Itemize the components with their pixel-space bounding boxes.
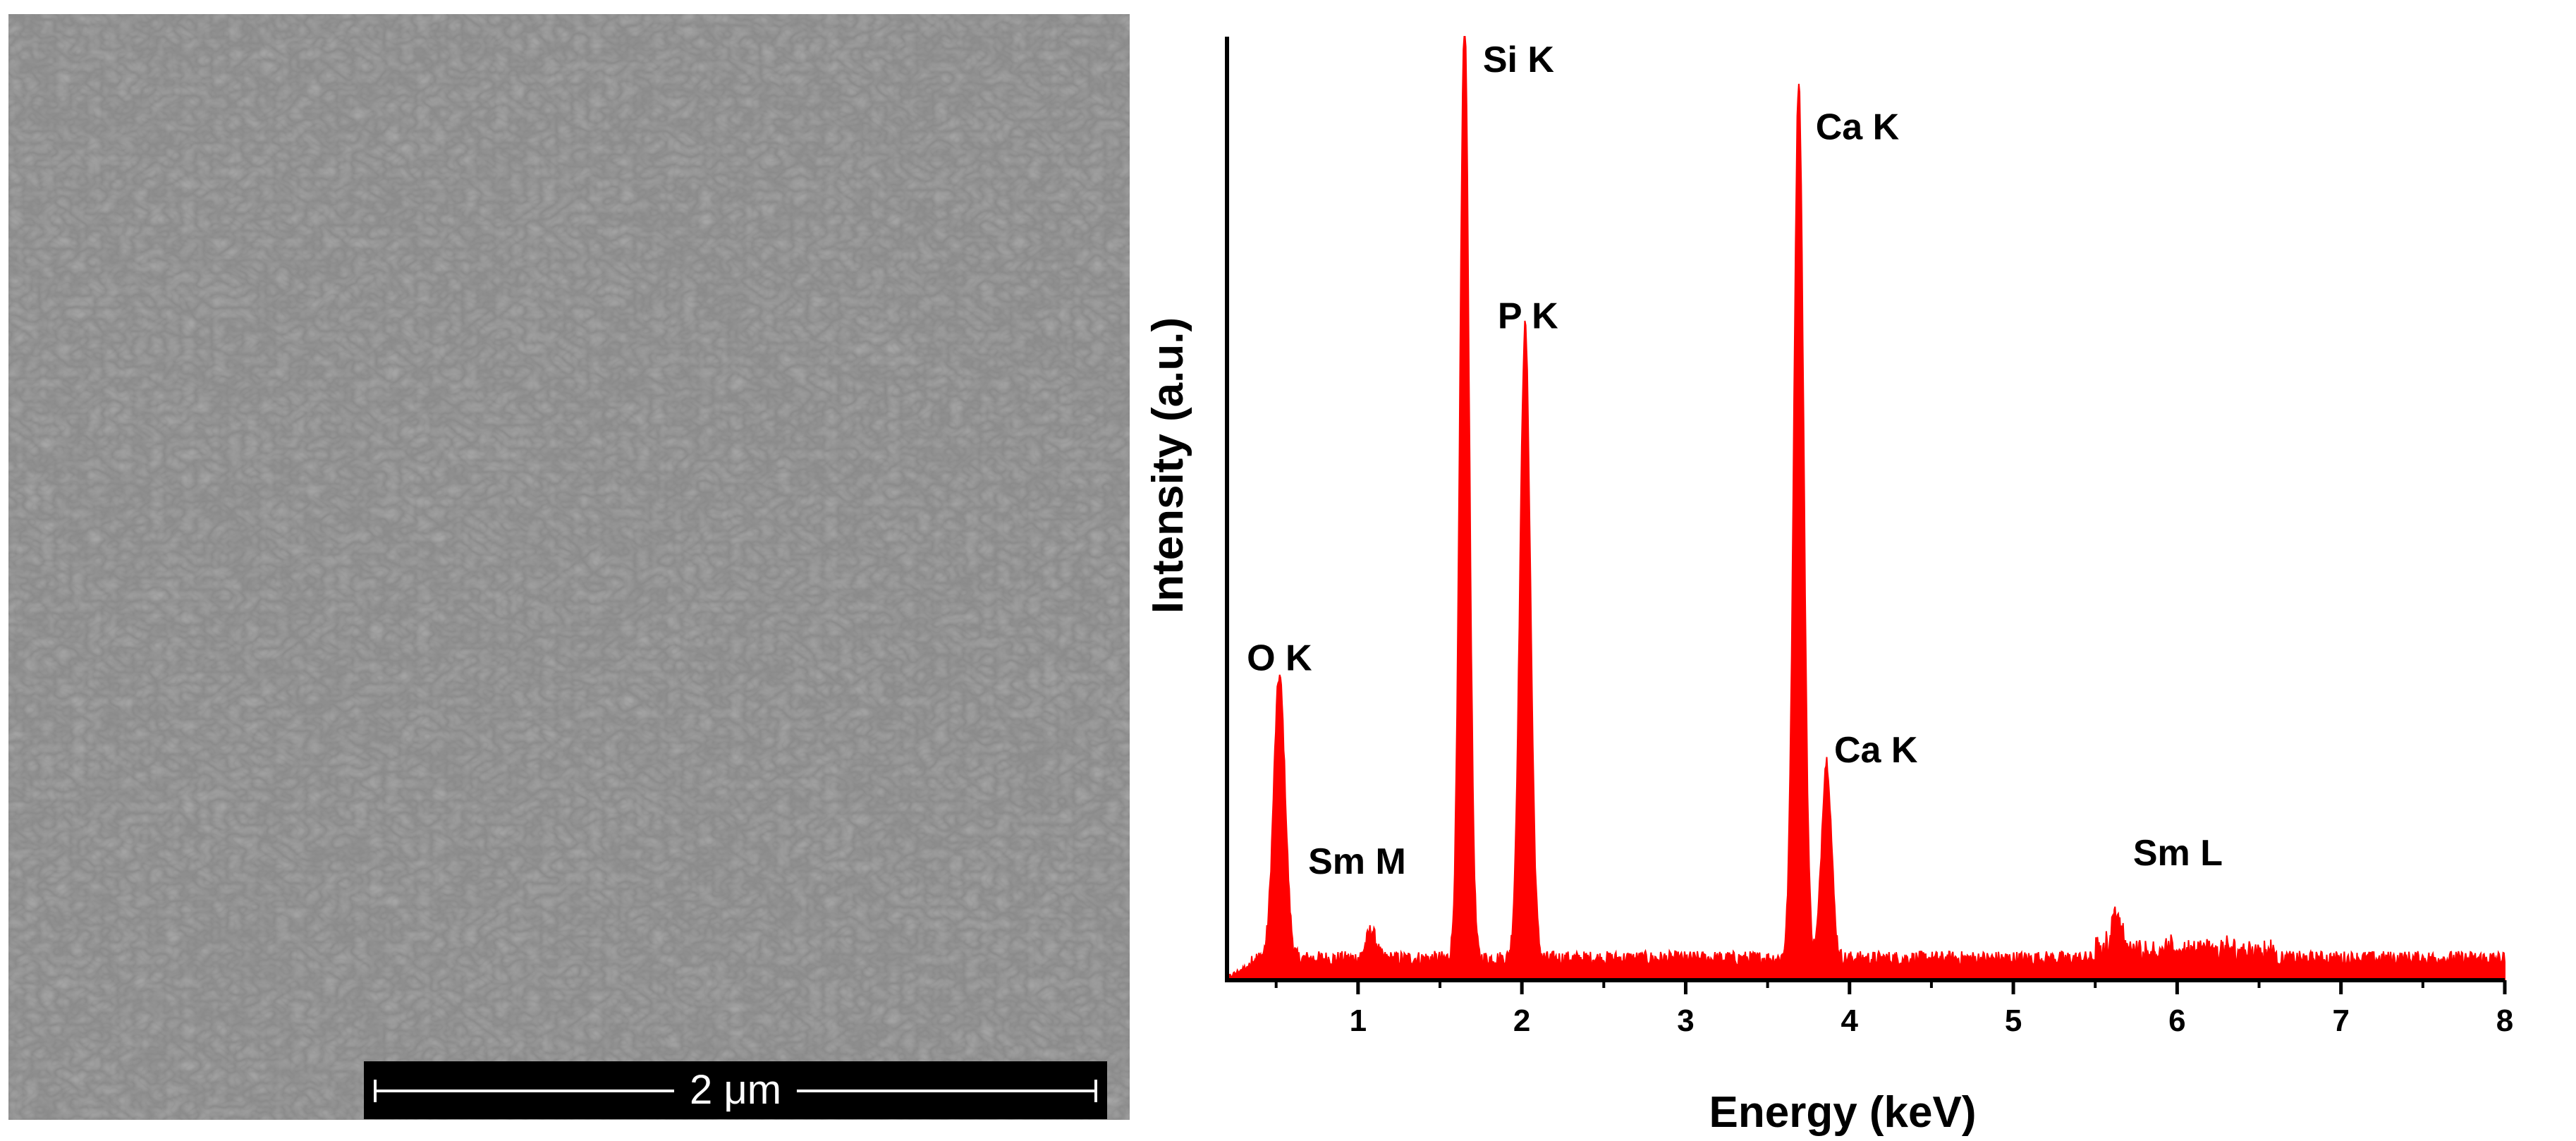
peak-labels: O K Sm M Si K P K Ca K Ca K Sm L <box>1247 39 2223 882</box>
axes-layer <box>1225 37 2505 982</box>
scale-bar-cap-right <box>1094 1080 1097 1102</box>
x-tick-label: 2 <box>1513 1003 1530 1038</box>
peak-label: Sm M <box>1308 841 1406 882</box>
peak-label: Sm L <box>2133 833 2223 874</box>
sem-micrograph: 2 μm <box>8 14 1130 1120</box>
peak-label: Ca K <box>1816 107 1900 148</box>
spectrum-layer <box>1226 36 2505 981</box>
eds-spectrum-chart: 1 2 3 4 5 6 7 8 O K Sm M Si K P K Ca K Ca K Sm L Ener… <box>1128 0 2576 1141</box>
x-tick-label: 1 <box>1350 1003 1367 1038</box>
x-tick-label: 7 <box>2332 1003 2349 1038</box>
spectrum-series <box>1226 36 2505 981</box>
peak-label: P K <box>1498 296 1558 337</box>
x-ticks: 1 2 3 4 5 6 7 8 <box>1274 980 2513 1038</box>
x-tick-label: 6 <box>2168 1003 2185 1038</box>
x-axis-label: Energy (keV) <box>1709 1088 1976 1137</box>
x-tick-label: 5 <box>2005 1003 2022 1038</box>
chart-svg: 1 2 3 4 5 6 7 8 O K Sm M Si K P K Ca K Ca K Sm L Ener… <box>1144 36 2513 1137</box>
sem-texture <box>8 14 1130 1120</box>
peak-label: Si K <box>1483 39 1555 80</box>
x-tick-label: 4 <box>1841 1003 1859 1038</box>
scale-bar: 2 μm <box>364 1061 1107 1119</box>
peak-label: O K <box>1247 638 1312 679</box>
scale-bar-cap-left <box>374 1080 377 1102</box>
x-tick-label: 8 <box>2496 1003 2513 1038</box>
x-tick-label: 3 <box>1677 1003 1694 1038</box>
y-axis-label: Intensity (a.u.) <box>1144 317 1192 614</box>
peak-label: Ca K <box>1834 730 1918 771</box>
scale-bar-label: 2 μm <box>673 1066 798 1115</box>
